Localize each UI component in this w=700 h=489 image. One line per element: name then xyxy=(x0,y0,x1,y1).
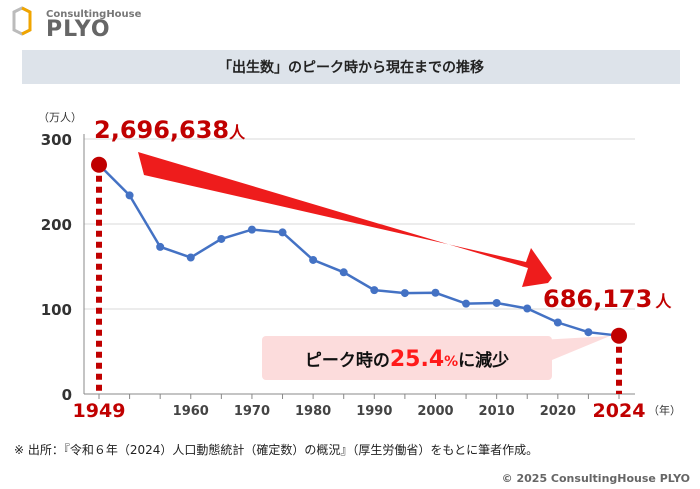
x-label-end: 2024 xyxy=(593,400,646,422)
data-point-1995 xyxy=(400,289,409,298)
x-tick-2000: 2000 xyxy=(417,404,453,419)
logo-sub: ConsultingHouse xyxy=(46,9,142,20)
y-tick-100: 100 xyxy=(41,301,72,319)
x-tick-1980: 1980 xyxy=(295,404,331,419)
data-point-1970 xyxy=(247,225,256,234)
copyright: © 2025 ConsultingHouse PLYO xyxy=(502,472,690,485)
x-tick-1960: 1960 xyxy=(173,404,209,419)
title-bar xyxy=(22,50,680,84)
y-tick-200: 200 xyxy=(41,216,72,234)
down-arrow-icon xyxy=(138,152,552,287)
y-tick-300: 300 xyxy=(41,131,72,149)
logo-accent-icon xyxy=(21,6,32,36)
data-point-1990 xyxy=(370,286,379,295)
data-point-1965 xyxy=(217,234,226,243)
x-label-start: 1949 xyxy=(73,400,126,422)
series-line xyxy=(98,163,620,337)
data-point-1985 xyxy=(339,268,348,277)
x-tick-1990: 1990 xyxy=(356,404,392,419)
y-tick-0: 0 xyxy=(62,386,72,404)
x-tick-2020: 2020 xyxy=(540,404,576,419)
chart-title: 「出生数」のピーク時から現在までの推移 xyxy=(218,59,484,76)
data-point-2005 xyxy=(462,299,471,308)
end-value-label: 686,173 人 xyxy=(543,285,672,313)
data-point-2015 xyxy=(523,304,532,313)
callout-text: ピーク時の25.4%に減少 xyxy=(305,347,509,372)
y-unit: （万人） xyxy=(38,111,82,124)
callout-box xyxy=(262,336,552,380)
trend-arrow xyxy=(138,152,552,287)
data-point-2020 xyxy=(553,318,562,327)
x-tick-1970: 1970 xyxy=(234,404,270,419)
data-point-2010 xyxy=(492,298,501,307)
highlight-point-1949 xyxy=(91,156,107,173)
x-unit: （年） xyxy=(648,403,681,417)
data-point-1975 xyxy=(278,228,287,237)
start-value-label: 2,696,638人 xyxy=(94,116,246,144)
callout-pointer xyxy=(540,336,610,360)
data-point-2023 xyxy=(584,328,593,337)
data-point-1960 xyxy=(186,253,195,262)
logo: ConsultingHouse PLYO xyxy=(12,6,142,42)
data-point-1950 xyxy=(125,191,134,200)
source-note: ※ 出所：『令和６年（2024）人口動態統計（確定数）の概況』（厚生労働省）をも… xyxy=(14,442,538,457)
data-point-1955 xyxy=(156,242,165,251)
x-tick-2010: 2010 xyxy=(479,404,515,419)
highlight-point-2024 xyxy=(611,327,627,344)
logo-main: PLYO xyxy=(46,17,111,42)
data-point-2000 xyxy=(431,288,440,297)
data-point-1980 xyxy=(309,255,318,264)
